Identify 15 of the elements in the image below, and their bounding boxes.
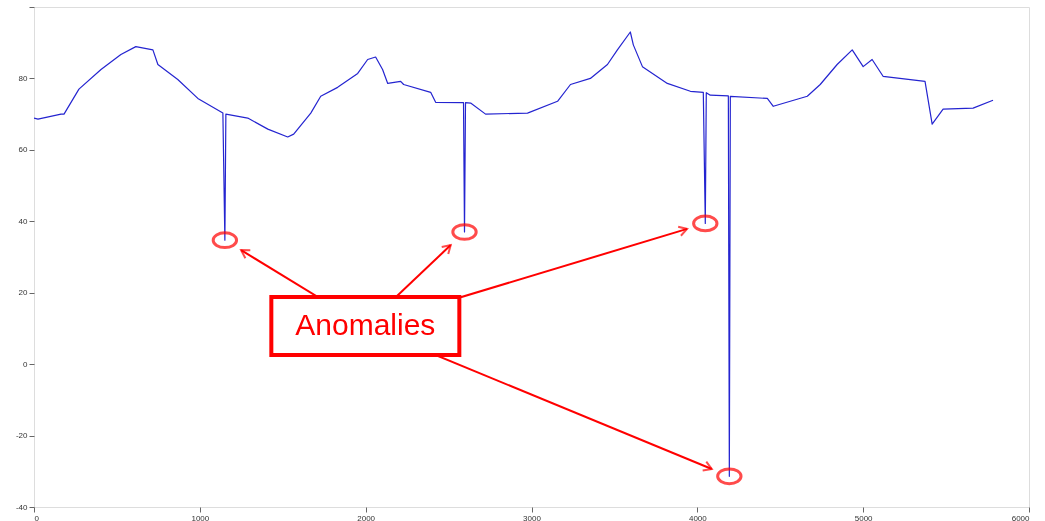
y-tick-label: 40 [18,216,29,226]
y-tick-label: -20 [15,431,29,441]
x-tick-label: 5000 [854,513,874,521]
y-tick-label: 80 [18,73,29,83]
x-tick-label: 0 [34,513,40,521]
x-tick-label: 4000 [688,513,708,521]
annotation: Anomalies [295,308,436,341]
x-tick-label: 3000 [523,513,542,521]
y-tick-label: 0 [23,359,29,369]
x-tick-label: 6000 [1011,513,1031,521]
x-tick-label: 1000 [191,513,210,521]
x-tick-label: 2000 [357,513,376,521]
y-tick-label: -40 [15,502,29,512]
y-tick-label: 20 [18,288,29,298]
y-tick-label: 60 [18,145,29,155]
